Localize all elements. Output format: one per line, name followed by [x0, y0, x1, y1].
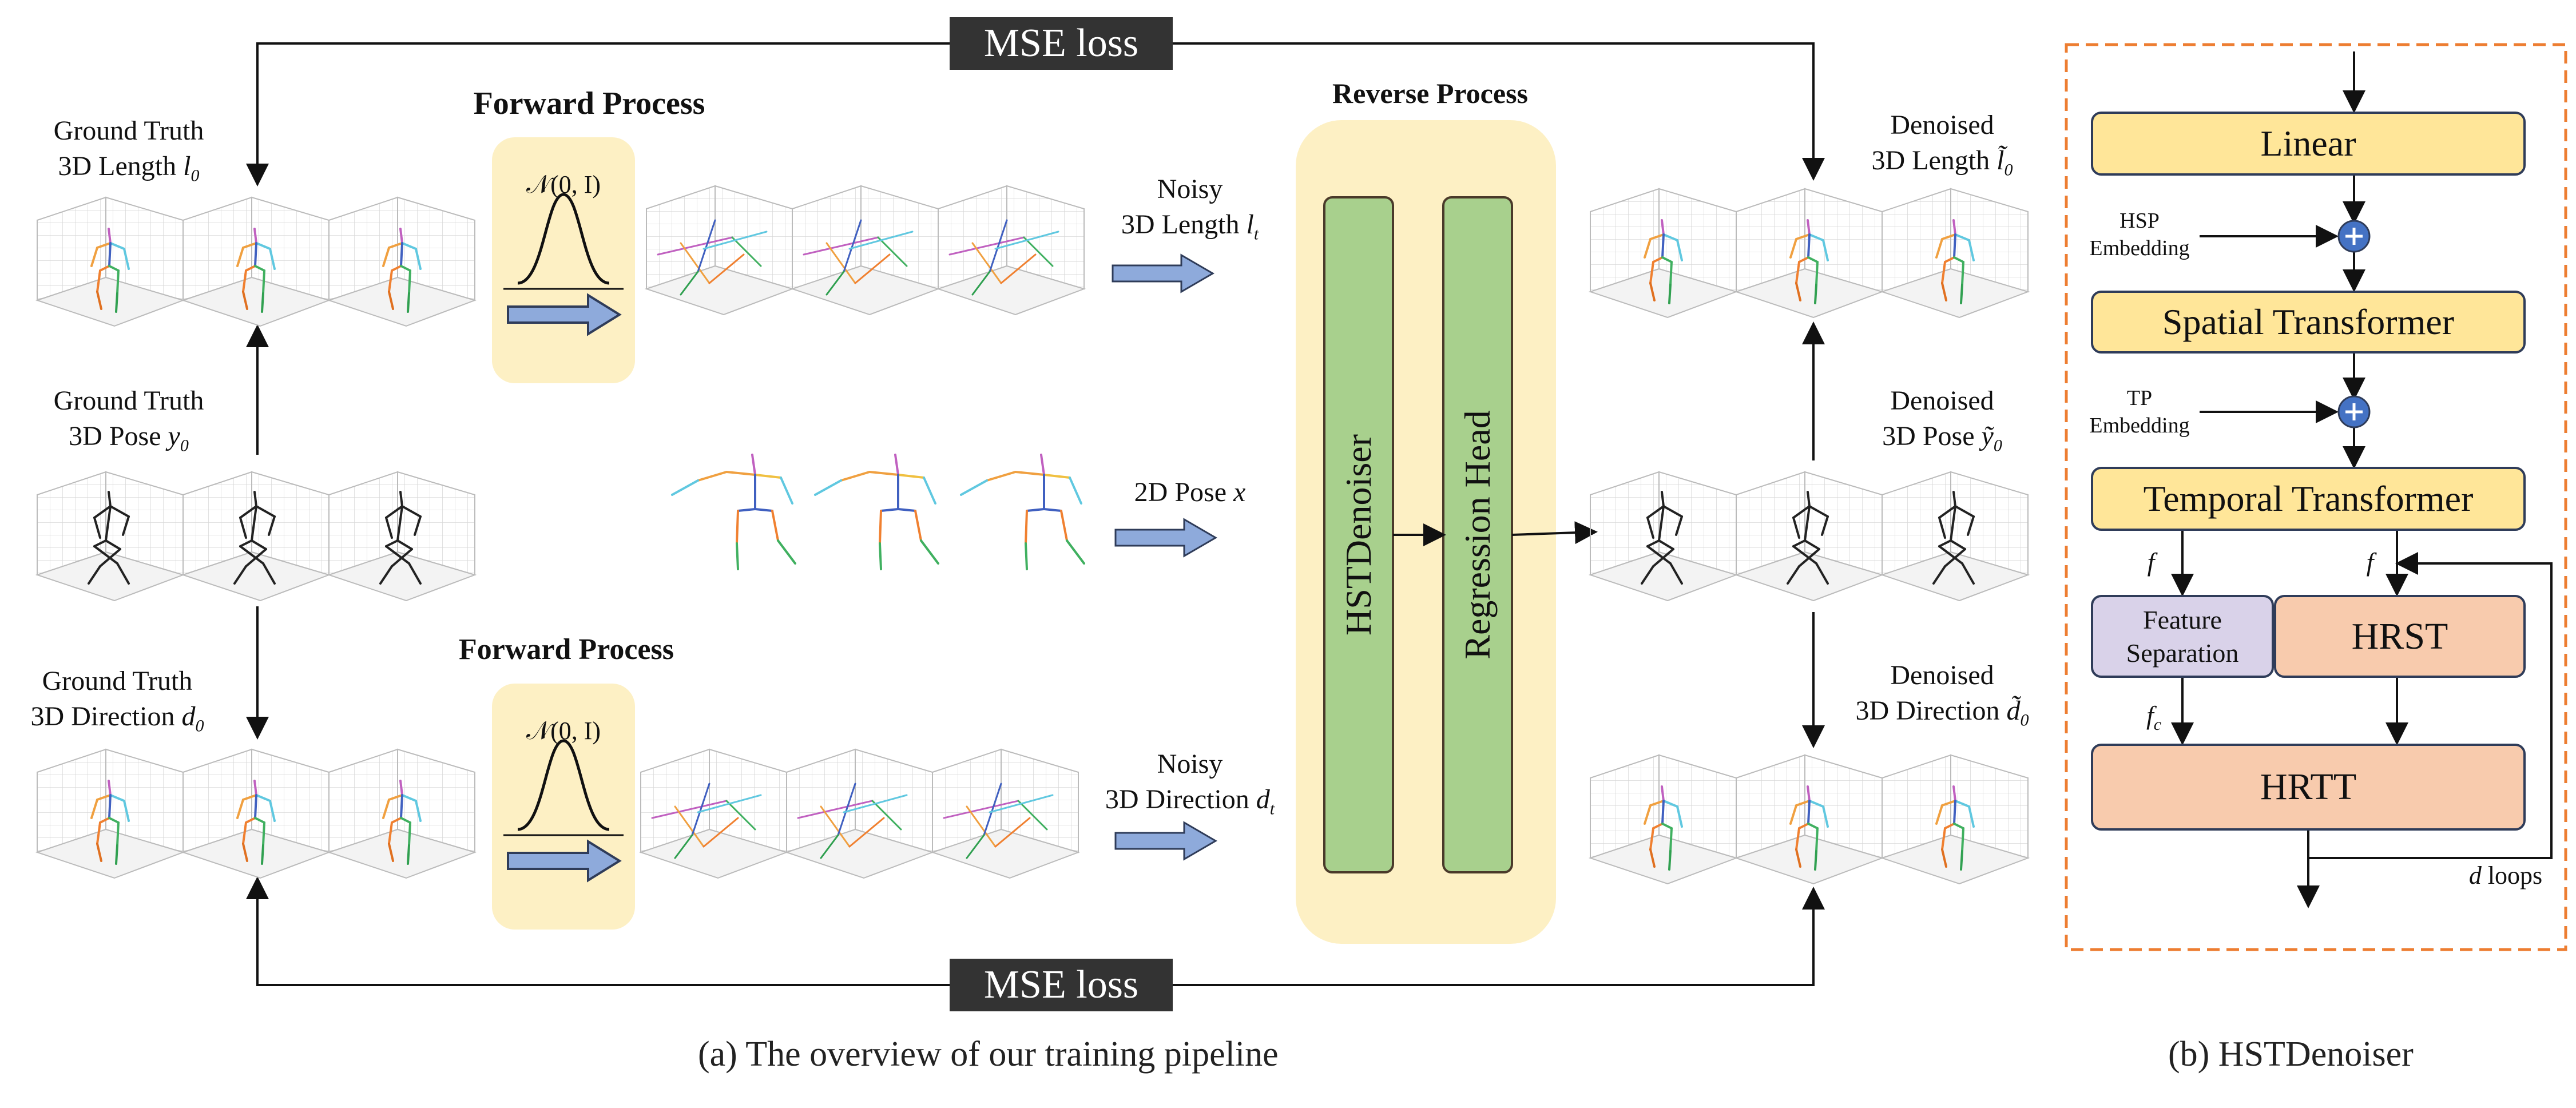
fc-label: fc	[2146, 701, 2162, 734]
hsp-embedding-label: HSP Embedding	[2089, 209, 2190, 260]
forward-title-top: Forward Process	[473, 86, 705, 121]
gt-pose-frames	[37, 471, 475, 601]
caption-a: (a) The overview of our training pipelin…	[698, 1035, 1279, 1074]
denoised-length-frames	[1590, 188, 2029, 318]
denoised-direction-frames	[1590, 754, 2029, 884]
denoised-direction-label: Denoised 3D Direction d̃0	[1855, 660, 2029, 730]
reverse-title: Reverse Process	[1332, 77, 1528, 109]
pose-2d-frames	[671, 454, 1085, 570]
gaussian-icon-top	[503, 193, 624, 290]
gt-direction-frames	[37, 749, 475, 879]
forward-title-bottom: Forward Process	[459, 633, 674, 666]
mse-loss-top: MSE loss	[950, 17, 1173, 70]
forward-arrow-top	[507, 293, 622, 336]
hstdenoiser-panel	[2065, 43, 2567, 951]
noisy-direction-frames	[640, 749, 1079, 879]
plus-icon-tp	[2337, 395, 2371, 428]
loops-label: d loops	[2468, 861, 2543, 889]
hrtt-block: HRTT	[2091, 744, 2526, 831]
noisy-length-frames	[646, 185, 1085, 315]
gt-direction-label: Ground Truth 3D Direction d0	[30, 666, 204, 736]
mse-loss-bottom: MSE loss	[950, 959, 1173, 1011]
noisy-length-label: Noisy 3D Length lt	[1121, 174, 1259, 244]
normal-dist-label-bottom: 𝒩(0, I)	[526, 717, 601, 745]
tp-embedding-label: TP Embedding	[2089, 386, 2190, 438]
gt-length-label: Ground Truth 3D Length l0	[53, 116, 204, 185]
denoised-pose-label: Denoised 3D Pose ỹ0	[1882, 386, 2002, 455]
noisy-direction-label: Noisy 3D Direction dt	[1105, 749, 1275, 819]
temporal-transformer-block: Temporal Transformer	[2091, 467, 2526, 531]
gt-length-frames	[37, 197, 475, 327]
noisy-length-arrow	[1112, 254, 1214, 293]
hrst-block: HRST	[2274, 595, 2526, 678]
regression-head-label: Regression Head	[1457, 410, 1498, 660]
forward-arrow-bottom	[507, 839, 622, 883]
gaussian-icon-bottom	[503, 739, 624, 836]
noisy-direction-arrow	[1114, 821, 1217, 860]
pose2d-arrow	[1114, 518, 1217, 557]
pose2d-label: 2D Pose x	[1134, 477, 1246, 507]
caption-b: (b) HSTDenoiser	[2168, 1035, 2414, 1074]
spatial-transformer-block: Spatial Transformer	[2091, 291, 2526, 354]
denoised-pose-frames	[1590, 471, 2029, 601]
hstdenoiser-label: HSTDenoiser	[1338, 434, 1379, 636]
normal-dist-label-top: 𝒩(0, I)	[526, 170, 601, 198]
plus-icon-hsp	[2337, 220, 2371, 253]
denoised-length-label: Denoised 3D Length l̃0	[1871, 110, 2013, 180]
linear-block: Linear	[2091, 112, 2526, 176]
f-left-label: f	[2147, 547, 2155, 577]
feature-separation-block: Feature Separation	[2091, 595, 2274, 678]
gt-pose-label: Ground Truth 3D Pose y0	[53, 386, 204, 455]
f-right-label: f	[2366, 547, 2374, 577]
